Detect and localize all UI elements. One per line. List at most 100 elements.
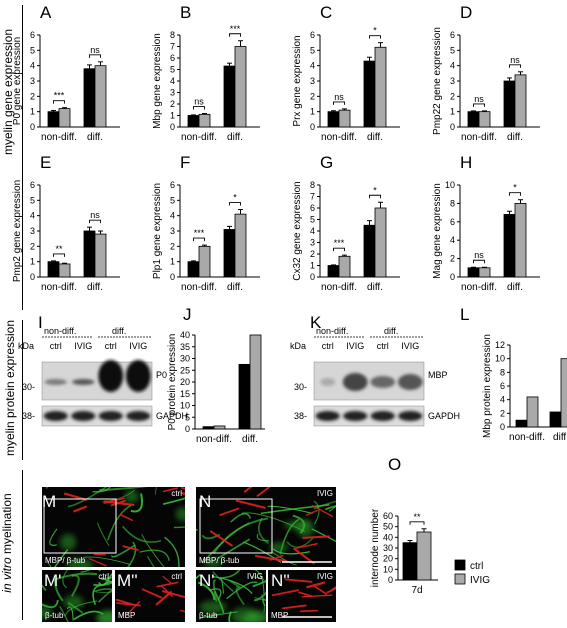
category-label: non-diff. — [196, 434, 232, 445]
blot-band-gapdh — [398, 411, 423, 421]
y-tick-label: 4 — [30, 61, 35, 71]
micrograph-fibers — [46, 487, 185, 567]
segment-red — [302, 535, 330, 539]
segment-red — [254, 554, 287, 562]
segment-red — [305, 509, 318, 516]
cell-body-green — [124, 490, 139, 503]
y-tick-label: 2 — [30, 241, 35, 251]
significance-bracket — [369, 194, 381, 199]
blot-band-gapdh — [71, 411, 96, 421]
significance-label: *** — [334, 238, 345, 248]
bar-ctrl-diff. — [83, 68, 96, 128]
segment-red — [119, 513, 133, 521]
y-tick-label: 1 — [170, 111, 175, 121]
panel-letter: M — [42, 492, 56, 511]
bar-IVIG-diff. — [234, 213, 247, 278]
fiber-green — [67, 487, 108, 508]
significance-bracket — [193, 237, 205, 242]
micrograph-fibers — [196, 570, 266, 622]
bar-IVIG-non-diff. — [213, 425, 226, 430]
bar-ctrl-non-diff. — [327, 111, 340, 128]
blot-marker: 38- — [294, 411, 307, 421]
significance-label: ns — [90, 45, 100, 55]
legend-swatch-ctrl — [454, 559, 466, 571]
cell-body-green — [60, 533, 77, 551]
bar-ctrl-non-diff. — [187, 115, 200, 128]
fiber-green — [229, 579, 241, 589]
fiber-green — [99, 487, 148, 492]
fiber-green — [313, 500, 320, 525]
blot-band-gapdh — [98, 411, 123, 421]
segment-red — [256, 487, 271, 497]
blot-band-name: GAPDH — [428, 411, 460, 421]
y-tick-label: 8 — [450, 198, 455, 208]
significance-label: * — [513, 183, 517, 193]
fiber-green — [164, 536, 180, 567]
fiber-green — [155, 487, 157, 495]
bar-ctrl-non-diff. — [467, 111, 480, 128]
panel-letter: I — [38, 313, 43, 332]
significance-bracket — [473, 103, 485, 107]
significance-label: ns — [474, 250, 484, 260]
chart-panel-A: A 0 1 2 3 4 5 6 P0 gene expression *** non-diff. ns… — [12, 3, 120, 143]
panel-letter: L — [460, 305, 469, 324]
fiber-green — [97, 522, 110, 547]
y-tick-label: 1 — [30, 257, 35, 267]
segment-red — [162, 487, 178, 493]
fiber-green — [83, 556, 131, 565]
y-tick-label: 0 — [450, 122, 455, 132]
category-label: diff. — [367, 282, 383, 293]
y-tick-label: 30 — [383, 543, 393, 553]
significance-label: * — [233, 193, 237, 203]
blot-lane-label: IVIG — [346, 341, 364, 351]
bar-IVIG-diff. — [249, 334, 262, 430]
blot-band — [397, 374, 423, 390]
y-tick-label: 1 — [450, 107, 455, 117]
y-tick-label: 8 — [310, 180, 315, 190]
legend-layer: ctrl IVIG — [454, 559, 490, 586]
micrograph-Mpp: M'' ctrl MBP — [115, 570, 185, 622]
blot-band — [370, 376, 396, 388]
fiber-green — [162, 497, 185, 505]
blot-band-name: GAPDH — [156, 411, 188, 421]
bar-IVIG-diff. — [514, 74, 527, 128]
bar-ctrl-non-diff. — [327, 265, 340, 278]
micrograph-background — [115, 570, 185, 622]
bar-ctrl-diff. — [238, 363, 251, 430]
fiber-green — [254, 570, 265, 595]
fiber-green — [54, 548, 69, 567]
bar-IVIG-diff. — [374, 207, 387, 278]
segment-red — [299, 609, 319, 613]
fiber-green — [46, 487, 48, 489]
y-tick-label: 6 — [310, 203, 315, 213]
significance-label: *** — [194, 228, 205, 238]
significance-label: * — [373, 26, 377, 36]
segment-red — [116, 602, 142, 607]
micrograph-corner-label: IVIG — [247, 572, 263, 581]
blot-kda-label: kDa — [18, 341, 34, 351]
y-axis-label: P0 protein expression — [167, 334, 178, 431]
bar-ctrl-non-diff. — [467, 267, 480, 278]
panel-letter: J — [183, 305, 192, 324]
fiber-green — [212, 579, 218, 602]
fiber-green — [256, 533, 270, 542]
panel-letter: G — [320, 153, 333, 172]
panel-letter: A — [40, 3, 52, 22]
category-label: diff. — [507, 282, 523, 293]
panel-letter: N'' — [271, 571, 290, 590]
legend-label-IVIG: IVIG — [470, 575, 490, 586]
bar-ctrl-diff. — [363, 60, 376, 128]
significance-label: ns — [334, 92, 344, 102]
y-tick-label: 20 — [180, 377, 190, 387]
segment-red — [306, 581, 326, 589]
fiber-green — [127, 541, 137, 567]
bar-IVIG-diff. — [374, 46, 387, 128]
blot-lane-label: IVIG — [74, 341, 92, 351]
cell-body-green — [66, 558, 94, 567]
bar-IVIG-non-diff. — [58, 263, 71, 278]
y-tick-label: 2 — [170, 241, 175, 251]
fiber-green — [253, 591, 266, 602]
